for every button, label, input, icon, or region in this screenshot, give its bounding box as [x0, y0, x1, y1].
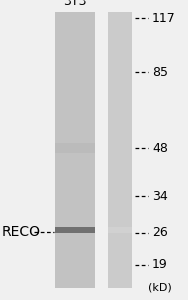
Text: 19: 19	[152, 259, 168, 272]
Text: 117: 117	[152, 11, 176, 25]
Text: 34: 34	[152, 190, 168, 202]
Bar	[108, 12, 132, 288]
Text: 3T3: 3T3	[63, 0, 87, 8]
Text: 26: 26	[152, 226, 168, 239]
Bar	[55, 227, 95, 233]
Text: (kD): (kD)	[148, 283, 172, 293]
Bar	[108, 227, 132, 233]
Text: 48: 48	[152, 142, 168, 154]
Bar	[55, 143, 95, 153]
Text: 85: 85	[152, 65, 168, 79]
Bar	[55, 12, 95, 288]
Text: RECO: RECO	[2, 225, 41, 239]
